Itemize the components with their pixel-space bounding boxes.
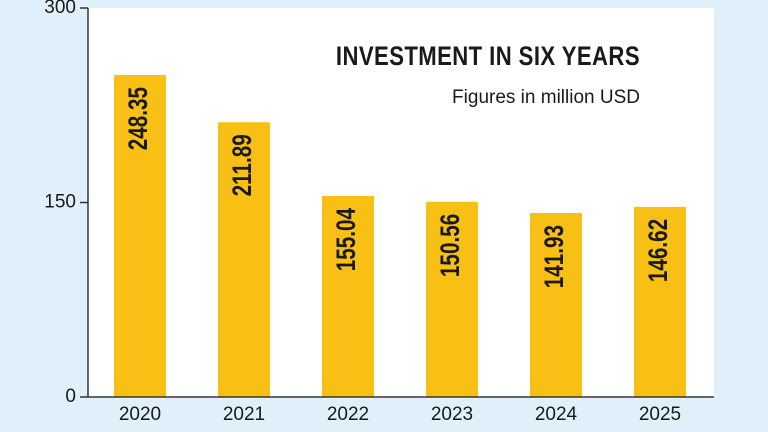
chart-subtitle: Figures in million USD [452, 87, 640, 108]
bar [530, 212, 582, 397]
y-tick-label: 150 [44, 192, 76, 213]
value-label: 146.62 [645, 219, 674, 282]
plot-panel [88, 8, 714, 398]
bar [426, 201, 478, 397]
x-tick-label: 2020 [119, 404, 161, 425]
bar [218, 122, 270, 397]
value-label: 141.93 [541, 225, 570, 288]
chart-title: INVESTMENT IN SIX YEARS [336, 42, 640, 72]
x-tick-label: 2022 [327, 404, 369, 425]
value-label: 211.89 [229, 134, 258, 196]
bar [634, 206, 686, 397]
y-tick-label: 0 [65, 386, 76, 407]
value-label: 155.04 [333, 207, 362, 271]
bar [322, 195, 374, 397]
value-label: 248.35 [125, 87, 154, 150]
x-tick-label: 2023 [431, 404, 473, 425]
y-tick-label: 300 [44, 0, 76, 18]
value-label: 150.56 [437, 214, 466, 277]
x-tick-label: 2021 [223, 404, 265, 425]
bar [114, 74, 166, 397]
x-tick-label: 2024 [535, 404, 578, 425]
x-tick-label: 2025 [639, 404, 681, 425]
